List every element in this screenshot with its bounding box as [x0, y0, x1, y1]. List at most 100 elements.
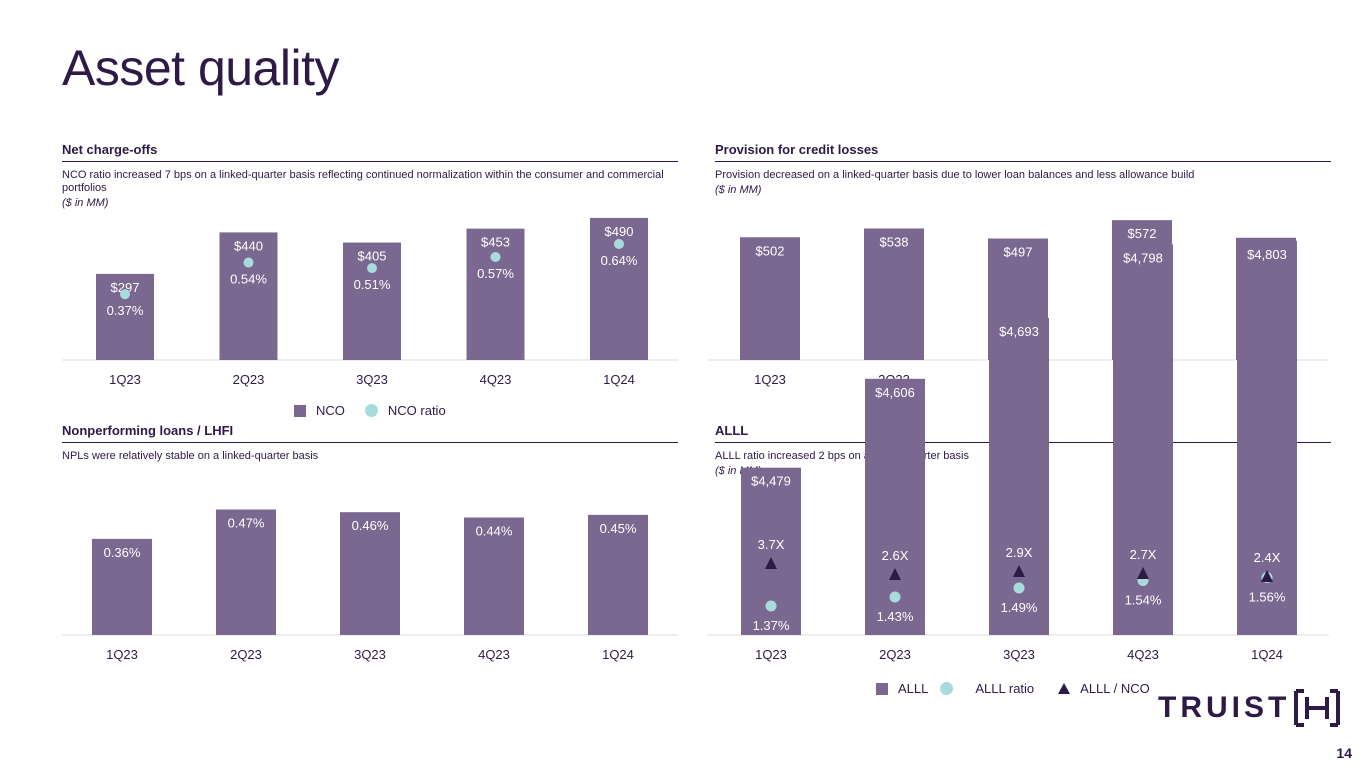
truist-logo: TRUIST: [1158, 689, 1341, 727]
bar-alll: [1237, 240, 1297, 635]
x-tick-label: 2Q23: [233, 372, 265, 387]
point-alll-nco: [1137, 567, 1149, 579]
panel-unit: ($ in MM): [715, 184, 762, 196]
point-value-label: 0.64%: [601, 253, 638, 268]
legend-nco: NCO NCO ratio: [294, 403, 446, 418]
panel-nonperforming-loans: Nonperforming loans / LHFI NPLs were rel…: [62, 423, 678, 463]
point-value-label: 2.6X: [882, 548, 909, 563]
point-nco-ratio: [120, 289, 130, 300]
bar-value-label: $4,606: [875, 385, 915, 400]
page-title: Asset quality: [62, 40, 339, 96]
point-value-label: 2.9X: [1006, 545, 1033, 560]
point-alll-nco: [889, 568, 901, 580]
legend-label-nco-ratio: NCO ratio: [387, 403, 446, 418]
bar-nco: [466, 228, 525, 360]
bar-value-label: $497: [1004, 244, 1033, 259]
x-tick-label: 1Q23: [754, 372, 786, 387]
x-tick-label: 1Q23: [106, 647, 138, 662]
point-alll-nco: [1013, 565, 1025, 577]
bar-value-label: 0.47%: [228, 516, 265, 531]
point-value-label: 1.56%: [1249, 590, 1286, 605]
point-value-label: 1.54%: [1125, 593, 1162, 608]
point-value-label: 0.57%: [477, 266, 514, 281]
legend-swatch-alll: [876, 682, 888, 695]
bar-value-label: $297: [111, 280, 140, 295]
x-tick-label: 3Q23: [354, 647, 386, 662]
bar-provision: [864, 228, 924, 360]
legend-swatch-nco-ratio: [364, 404, 378, 417]
point-value-label: 1.43%: [877, 609, 914, 624]
panel-title: Provision for credit losses: [715, 142, 1331, 162]
point-value-label: 2.4X: [1254, 550, 1281, 565]
bar-value-label: $4,798: [1123, 250, 1163, 265]
bar-nco: [219, 232, 278, 360]
point-alll-nco: [1261, 570, 1273, 582]
panel-title: Nonperforming loans / LHFI: [62, 423, 678, 443]
x-tick-label: 1Q23: [755, 647, 787, 662]
x-tick-label: 3Q23: [1003, 647, 1035, 662]
bar-value-label: $572: [1128, 226, 1157, 241]
x-tick-label: 1Q24: [603, 372, 635, 387]
bar-npl: [588, 514, 648, 635]
panel-description: Provision decreased on a linked-quarter …: [715, 169, 1195, 181]
bar-value-label: $4,803: [1247, 247, 1287, 262]
bar-value-label: $453: [481, 235, 510, 250]
bar-nco: [96, 273, 154, 360]
point-nco-ratio: [490, 251, 501, 262]
chart-alll: 1Q23 2Q23 3Q23 4Q23 1Q24 $4,479 1.37% 3.7X $4,60…: [707, 240, 1329, 662]
bar-provision: [740, 237, 800, 360]
point-value-label: 3.7X: [758, 537, 785, 552]
bar-value-label: 0.44%: [476, 524, 513, 539]
logo-wordmark: TRUIST: [1158, 691, 1291, 724]
truist-mark-icon: [1294, 689, 1341, 727]
bar-value-label: $405: [358, 249, 387, 264]
bar-value-label: $4,693: [999, 324, 1039, 339]
panel-net-charge-offs: Net charge-offs NCO ratio increased 7 bp…: [62, 142, 678, 210]
x-tick-label: 4Q23: [478, 647, 510, 662]
page-number: 14: [1336, 745, 1352, 761]
bar-value-label: $4,479: [751, 474, 791, 489]
x-tick-label: 2Q23: [879, 647, 911, 662]
legend-alll: ALLL ALLL ratio ALLL / NCO: [876, 681, 1150, 696]
point-value-label: 0.54%: [230, 272, 267, 287]
point-alll-nco: [765, 557, 777, 569]
bar-value-label: 0.45%: [600, 521, 637, 536]
point-value-label: 0.51%: [354, 277, 391, 292]
point-alll-ratio: [765, 600, 777, 612]
panel-description: NPLs were relatively stable on a linked-…: [62, 450, 319, 462]
bar-value-label: $502: [756, 243, 785, 258]
point-nco-ratio: [367, 263, 377, 274]
legend-label-nco: NCO: [316, 403, 345, 418]
legend-label-alll-nco: ALLL / NCO: [1080, 681, 1150, 696]
panel-provision: Provision for credit losses Provision de…: [715, 142, 1331, 197]
panel-unit: ($ in MM): [62, 197, 109, 209]
legend-swatch-alll-ratio: [940, 682, 954, 695]
bar-value-label: 0.46%: [352, 518, 389, 533]
chart-nonperforming-loans: 1Q23 2Q23 3Q23 4Q23 1Q24 0.36% 0.47% 0.46% 0.44%…: [62, 509, 678, 662]
legend-swatch-alll-nco: [1058, 683, 1071, 694]
bar-value-label: $538: [880, 234, 909, 249]
x-tick-label: 3Q23: [356, 372, 388, 387]
bar-npl: [464, 517, 524, 635]
panel-title: Net charge-offs: [62, 142, 678, 162]
bar-npl: [340, 512, 400, 635]
point-value-label: 2.7X: [1130, 547, 1157, 562]
bar-npl: [92, 538, 152, 635]
bar-value-label: $440: [234, 238, 263, 253]
point-nco-ratio: [243, 257, 254, 268]
legend-swatch-nco: [294, 404, 306, 417]
point-value-label: 1.37%: [753, 618, 790, 633]
point-alll-ratio: [1013, 582, 1025, 594]
point-alll-ratio: [889, 591, 901, 603]
panel-description: NCO ratio increased 7 bps on a linked-qu…: [62, 169, 664, 194]
bar-value-label: $490: [605, 224, 634, 239]
point-value-label: 1.49%: [1001, 600, 1038, 615]
x-tick-label: 2Q23: [230, 647, 262, 662]
bar-nco: [343, 242, 401, 360]
bar-alll: [989, 317, 1049, 635]
bar-value-label: 0.36%: [104, 545, 141, 560]
legend-label-alll: ALLL: [898, 681, 929, 696]
chart-net-charge-offs: 1Q23 2Q23 3Q23 4Q23 1Q24 $297 0.37% $440 0.54% $4…: [62, 217, 678, 387]
x-tick-label: 1Q23: [109, 372, 141, 387]
legend-label-alll-ratio: ALLL ratio: [975, 681, 1035, 696]
